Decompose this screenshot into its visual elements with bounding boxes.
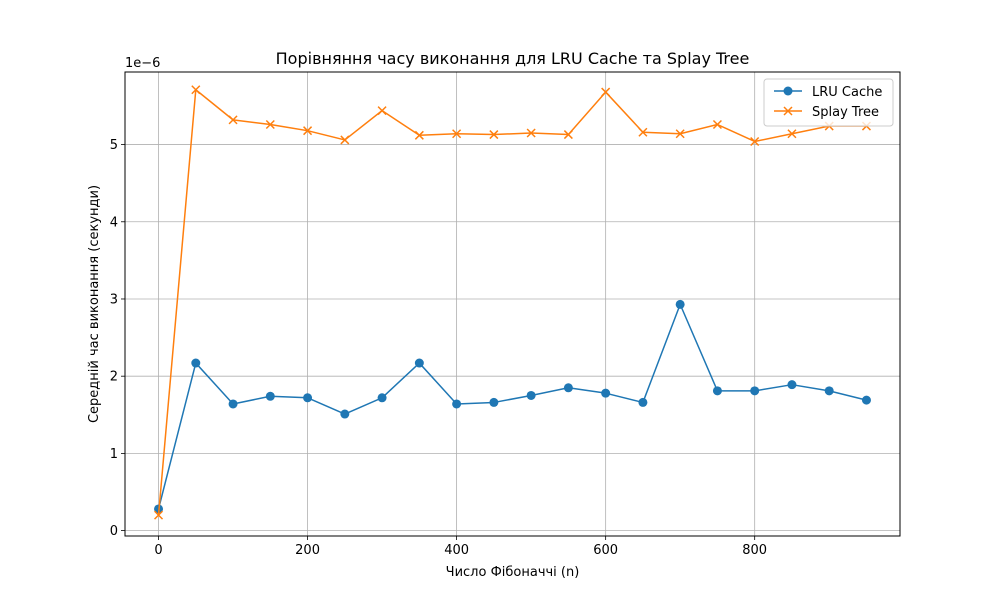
x-tick-label: 0 (154, 543, 162, 558)
data-point-lru-cache (414, 358, 424, 368)
data-point-splay-tree (787, 129, 797, 139)
data-point-lru-cache (265, 391, 275, 401)
data-point-lru-cache (191, 358, 201, 368)
data-point-splay-tree (601, 87, 611, 97)
data-point-lru-cache (563, 383, 573, 393)
series-line-splay-tree (157, 89, 867, 516)
data-point-lru-cache (787, 380, 797, 390)
x-tick-label: 400 (444, 543, 469, 558)
data-point-splay-tree (563, 130, 573, 140)
data-point-lru-cache (526, 390, 536, 400)
series-layer (154, 85, 871, 520)
data-point-splay-tree (303, 126, 313, 136)
x-axis-label: Число Фібоначчі (n) (446, 565, 580, 580)
y-axis-label: Середній час виконання (секунди) (87, 185, 102, 423)
data-point-lru-cache (712, 386, 722, 396)
y-scale-label: 1e−6 (125, 56, 160, 71)
data-point-splay-tree (414, 130, 424, 140)
data-point-lru-cache (377, 393, 387, 403)
data-point-splay-tree (638, 127, 648, 137)
data-point-lru-cache (340, 409, 350, 419)
data-point-lru-cache (601, 388, 611, 398)
y-tick-label: 3 (110, 292, 118, 307)
y-tick-label: 1 (110, 447, 118, 462)
x-tick-label: 200 (295, 543, 320, 558)
data-point-splay-tree (340, 135, 350, 145)
data-point-splay-tree (191, 85, 201, 95)
x-tick-label: 800 (742, 543, 767, 558)
data-point-lru-cache (861, 395, 871, 405)
legend-label-lru-cache: LRU Cache (812, 85, 882, 100)
chart-title: Порівняння часу виконання для LRU Cache … (276, 49, 750, 68)
data-point-splay-tree (750, 136, 760, 147)
grid-layer (125, 72, 900, 536)
data-point-lru-cache (750, 386, 760, 396)
data-point-lru-cache (303, 393, 313, 403)
series-line-lru-cache (157, 303, 867, 510)
y-tick-label: 0 (110, 524, 118, 539)
data-point-lru-cache (228, 399, 238, 409)
data-point-lru-cache (452, 399, 462, 409)
data-point-lru-cache (824, 386, 834, 396)
data-point-splay-tree (154, 510, 164, 520)
tick-layer: 0 200 400 600 800 0 1 2 3 4 5 (110, 138, 767, 558)
y-tick-label: 5 (110, 138, 118, 153)
y-tick-label: 4 (110, 215, 118, 230)
data-point-splay-tree (526, 128, 536, 138)
plot-frame (124, 71, 901, 537)
legend-label-splay-tree: Splay Tree (812, 105, 879, 120)
data-point-splay-tree (228, 115, 238, 125)
x-tick-label: 600 (593, 543, 618, 558)
data-point-lru-cache (638, 397, 648, 407)
data-point-lru-cache (489, 397, 499, 407)
legend: LRU Cache Splay Tree (763, 78, 894, 127)
legend-marker-lru-cache (783, 86, 793, 96)
data-point-lru-cache (675, 299, 685, 309)
data-point-splay-tree (489, 130, 499, 140)
data-point-splay-tree (675, 129, 685, 139)
data-point-splay-tree (265, 119, 275, 130)
y-tick-label: 2 (110, 370, 118, 385)
legend-marker-splay-tree (783, 106, 793, 116)
data-point-splay-tree (452, 129, 462, 139)
data-point-splay-tree (712, 119, 722, 130)
data-point-splay-tree (377, 106, 387, 116)
